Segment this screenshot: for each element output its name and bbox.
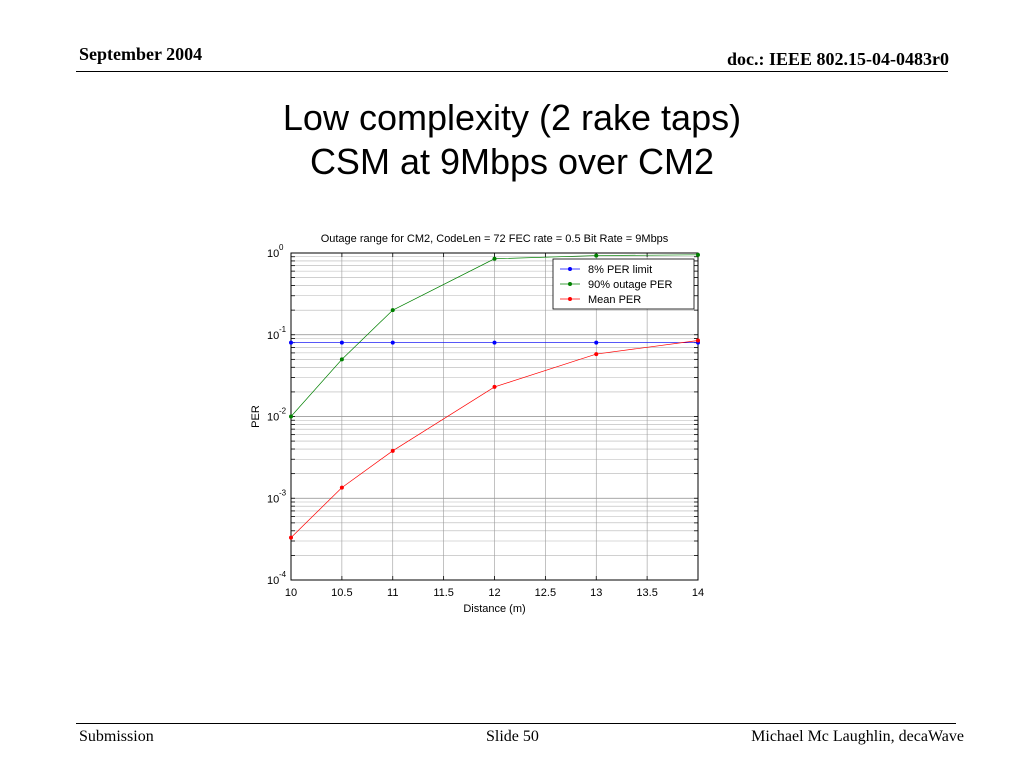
x-axis-label: Distance (m) [463, 603, 525, 615]
series-line-2 [290, 340, 699, 538]
y-tick-label: 10-1 [267, 325, 287, 342]
series-2-point [390, 448, 395, 453]
y-tick-base: 10 [267, 493, 279, 505]
legend-label: 8% PER limit [588, 264, 652, 276]
legend-marker [568, 267, 572, 271]
y-tick-base: 10 [267, 248, 279, 260]
footer-slide-number: Slide 50 [486, 728, 539, 745]
y-tick-base: 10 [267, 412, 279, 424]
series-1-point [339, 357, 344, 362]
y-tick-exponent: -2 [279, 407, 287, 416]
x-tick-label: 11.5 [433, 587, 454, 599]
series-2-point [492, 384, 497, 389]
header-rule [76, 71, 948, 72]
series-1-point [289, 414, 293, 419]
legend-marker [568, 282, 572, 286]
x-tick-label: 10 [285, 587, 297, 599]
y-tick-exponent: -3 [279, 488, 287, 497]
series-line-1 [290, 254, 699, 417]
y-tick-exponent: -1 [279, 325, 287, 334]
x-tick-label: 13.5 [636, 587, 657, 599]
y-tick-exponent: 0 [279, 243, 284, 252]
series-1-point [696, 252, 700, 257]
series-1-point [390, 308, 395, 313]
series-0-point [594, 340, 599, 345]
y-tick-label: 10-4 [267, 570, 287, 587]
y-tick-label: 100 [267, 243, 284, 260]
x-tick-label: 11 [387, 587, 398, 599]
x-tick-label: 10.5 [331, 587, 352, 599]
footer-rule [76, 723, 956, 724]
y-tick-base: 10 [267, 575, 279, 587]
slide-title-line-2: CSM at 9Mbps over CM2 [309, 141, 715, 182]
header-doc-id: doc.: IEEE 802.15-04-0483r0 [727, 49, 949, 69]
series-0-point [339, 340, 344, 345]
series-0-point [390, 340, 395, 345]
footer-submission: Submission [79, 728, 154, 745]
y-axis-label: PER [250, 405, 262, 428]
y-tick-exponent: -4 [279, 570, 287, 579]
y-tick-base: 10 [267, 330, 279, 342]
slide-title: Low complexity (2 rake taps) CSM at 9Mbp… [0, 96, 1024, 184]
y-tick-label: 10-2 [267, 407, 287, 424]
y-tick-label: 10-3 [267, 488, 287, 505]
legend-label: Mean PER [588, 294, 641, 306]
x-tick-label: 12 [488, 587, 500, 599]
slide-title-line-1: Low complexity (2 rake taps) [282, 97, 742, 138]
header-date: September 2004 [79, 44, 203, 64]
footer-author: Michael Mc Laughlin, decaWave [751, 728, 964, 745]
series-1-point [594, 253, 599, 258]
x-tick-label: 14 [692, 587, 704, 599]
series-1-point [492, 256, 497, 261]
series-2-point [289, 535, 293, 540]
legend-label: 90% outage PER [588, 279, 672, 291]
series-0-point [492, 340, 497, 345]
series-0-point [289, 340, 293, 345]
x-tick-label: 12.5 [535, 587, 556, 599]
per-chart: 10 10.5 11 11.5 12 12.5 13 13.5 1410010-110-210-… [250, 233, 704, 615]
series-2-point [696, 338, 700, 343]
chart-title: Outage range for CM2, CodeLen = 72 FEC r… [321, 233, 669, 245]
series-2-point [594, 352, 599, 357]
legend-marker [568, 297, 572, 301]
x-tick-label: 13 [590, 587, 602, 599]
series-2-point [339, 485, 344, 490]
